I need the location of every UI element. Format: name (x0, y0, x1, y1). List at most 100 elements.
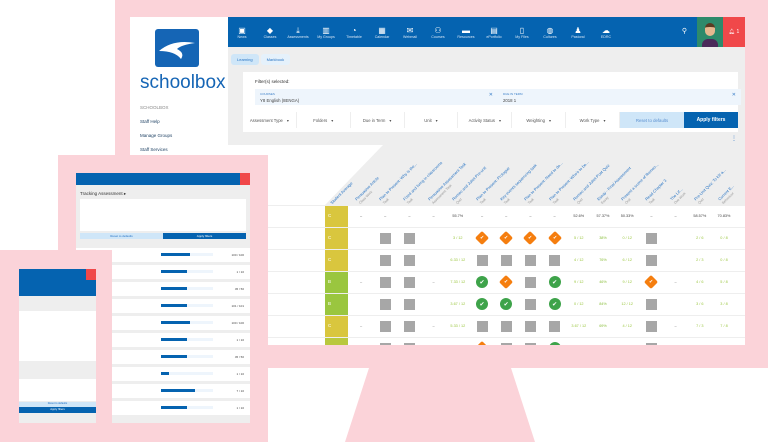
tablet-list-item[interactable]: 100 / 100 (76, 248, 250, 262)
tablet-apply-button[interactable]: Apply filters (163, 233, 246, 239)
grid-cell[interactable]: 57.37% (591, 206, 615, 227)
grid-cell[interactable]: 10 / 12 (567, 338, 591, 345)
grid-cell[interactable] (639, 294, 663, 315)
nav-item-resources[interactable]: ▬ Resources (452, 17, 480, 47)
grid-cell[interactable]: ✔ (543, 338, 567, 345)
grid-cell[interactable] (422, 250, 446, 271)
grid-cell[interactable]: 58.57% (688, 206, 712, 227)
phone-reset-button[interactable]: Reset to defaults (19, 402, 96, 407)
grid-cell[interactable] (349, 294, 373, 315)
grid-cell[interactable]: ✔ (639, 272, 663, 293)
grid-cell[interactable] (422, 338, 446, 345)
tab-markbook[interactable]: Markbook (260, 54, 291, 65)
tablet-list-item[interactable]: 7 / 10 (76, 384, 250, 398)
nav-item-news[interactable]: ▣ News (228, 17, 256, 47)
tablet-list-item[interactable]: 45 / 50 (76, 350, 250, 364)
grid-cell[interactable]: 84% (591, 294, 615, 315)
more-options-icon[interactable]: ⋮ (731, 136, 737, 142)
tablet-list-item[interactable]: 45 / 50 (76, 282, 250, 296)
grid-cell[interactable] (664, 294, 688, 315)
grid-cell[interactable]: – (470, 206, 494, 227)
grid-cell[interactable] (373, 338, 397, 345)
dropdown-unit[interactable]: Unit ▾ (405, 112, 459, 128)
grid-cell[interactable]: 5 / 12 (567, 228, 591, 249)
nav-item-my-files[interactable]: ▯ My Files (508, 17, 536, 47)
grid-cell[interactable]: 50.33% (615, 206, 639, 227)
grid-cell[interactable] (373, 272, 397, 293)
grid-cell[interactable]: 0 / 8 (712, 250, 736, 271)
nav-item-assessments[interactable]: ⤓ Assessments (284, 17, 312, 47)
grid-cell[interactable]: – (422, 206, 446, 227)
grid-cell[interactable] (349, 250, 373, 271)
grid-cell[interactable]: 76% (591, 250, 615, 271)
grid-cell[interactable]: – (664, 272, 688, 293)
grid-cell[interactable] (373, 250, 397, 271)
dropdown-work-type[interactable]: Work Type ▾ (566, 112, 621, 128)
grid-cell[interactable] (639, 228, 663, 249)
grid-cell[interactable]: 0 / 8 (712, 228, 736, 249)
grid-cell[interactable] (494, 250, 518, 271)
grid-cell[interactable] (639, 338, 663, 345)
grid-cell[interactable]: – (422, 272, 446, 293)
grid-cell[interactable]: – (543, 206, 567, 227)
grid-cell[interactable]: – (664, 206, 688, 227)
grid-cell[interactable]: 6 / 12 (615, 250, 639, 271)
grid-cell[interactable] (518, 338, 542, 345)
grid-cell[interactable] (518, 316, 542, 337)
grid-cell[interactable] (518, 272, 542, 293)
grid-cell[interactable]: 7.33 / 12 (446, 272, 470, 293)
dropdown-weighting[interactable]: Weighting ▾ (512, 112, 567, 128)
grid-cell[interactable]: – (664, 316, 688, 337)
dropdown-assessment-type[interactable]: Assessment Type ▾ (243, 112, 297, 128)
nav-item-edrc[interactable]: ☁ EDRC (592, 17, 620, 47)
grid-cell[interactable] (494, 316, 518, 337)
grid-cell[interactable] (543, 250, 567, 271)
tablet-reset-button[interactable]: Reset to defaults (80, 233, 163, 239)
grid-cell[interactable]: 3.67 / 12 (567, 316, 591, 337)
notification-button[interactable]: 🔔︎ 1 (723, 17, 745, 47)
grid-cell[interactable]: 7 / 3 (688, 316, 712, 337)
search-icon[interactable]: ⚲ (681, 28, 687, 35)
grid-cell[interactable] (470, 250, 494, 271)
nav-item-courses[interactable]: ⚇ Courses (424, 17, 452, 47)
sidebar-link-manage-groups[interactable]: Manage Groups (140, 133, 173, 138)
nav-item-timetable[interactable]: ◔ Timetable (340, 17, 368, 47)
grid-cell[interactable]: ✔ (494, 228, 518, 249)
grid-cell[interactable] (470, 316, 494, 337)
tab-learning[interactable]: Learning (231, 54, 259, 65)
grid-cell[interactable]: 2 / 3 (688, 250, 712, 271)
grid-cell[interactable]: 4 / 12 (615, 316, 639, 337)
grid-cell[interactable]: ✔ (470, 338, 494, 345)
grid-cell[interactable] (422, 228, 446, 249)
tablet-list-item[interactable]: 100 / 100 (76, 316, 250, 330)
grid-cell[interactable]: – (349, 206, 373, 227)
avatar[interactable] (697, 17, 723, 47)
grid-cell[interactable]: N (736, 250, 745, 271)
grid-cell[interactable]: ✔ (543, 294, 567, 315)
grid-cell[interactable]: – (736, 338, 745, 345)
grid-cell[interactable]: 0 / 12 (567, 294, 591, 315)
sidebar-link-staff-services[interactable]: Staff Services (140, 147, 168, 152)
tablet-list-item[interactable]: 1 / 10 (76, 401, 250, 415)
dropdown-due-in-term[interactable]: Due in Term ▾ (351, 112, 405, 128)
grid-cell[interactable]: 3.33 / 3 (688, 338, 712, 345)
grid-cell[interactable] (494, 338, 518, 345)
nav-item-eportfolio[interactable]: ▤ ePortfolio (480, 17, 508, 47)
grid-cell[interactable]: Y (736, 272, 745, 293)
grid-cell[interactable]: 0 / 12 (615, 228, 639, 249)
grid-cell[interactable] (543, 316, 567, 337)
grid-cell[interactable]: ✔ (543, 272, 567, 293)
notification-button[interactable] (240, 173, 250, 185)
grid-cell[interactable]: 9 / 12 (567, 272, 591, 293)
grid-cell[interactable]: 4 / 6 (688, 272, 712, 293)
grid-cell[interactable]: 6.33 / 12 (446, 250, 470, 271)
grid-cell[interactable]: 4 / 12 (446, 338, 470, 345)
grid-cell[interactable]: ✔ (470, 228, 494, 249)
nav-item-pastoral[interactable]: ♟ Pastoral (564, 17, 592, 47)
grid-cell[interactable] (518, 250, 542, 271)
grid-cell[interactable]: 55.7% (446, 206, 470, 227)
grid-cell[interactable]: 7 / 8 (712, 316, 736, 337)
grid-cell[interactable] (349, 338, 373, 345)
grid-cell[interactable] (639, 316, 663, 337)
close-icon[interactable]: ✕ (488, 92, 493, 98)
